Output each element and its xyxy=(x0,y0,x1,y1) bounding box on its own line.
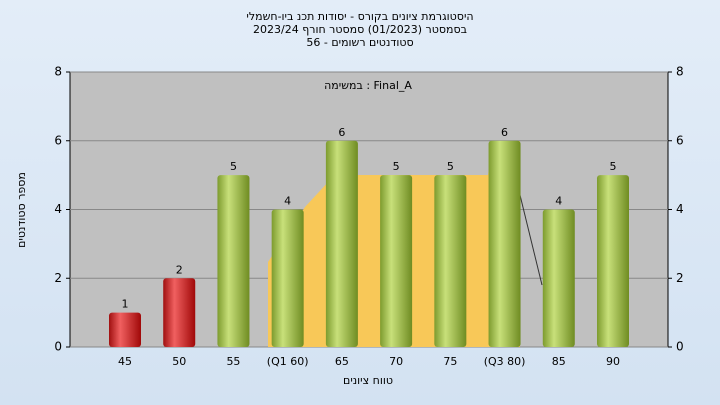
y-tick-label: 2 xyxy=(54,271,62,285)
y2-tick-label: 8 xyxy=(676,65,684,79)
y2-tick-label: 6 xyxy=(676,133,684,147)
title-line: היסטוגרמת ציונים בקורס - יסודות תכנ ביו-… xyxy=(246,10,473,23)
bar xyxy=(109,312,141,347)
value-label: 5 xyxy=(230,160,237,173)
bar xyxy=(325,140,358,347)
value-label: 5 xyxy=(447,160,454,173)
value-label: 2 xyxy=(176,263,183,276)
y2-tick-label: 4 xyxy=(676,202,684,216)
bar xyxy=(597,175,629,347)
bar xyxy=(542,209,575,347)
x-tick-label: (Q3 80) xyxy=(484,355,526,368)
x-tick-label: 75 xyxy=(443,355,457,368)
bar xyxy=(163,278,196,347)
y-tick-label: 8 xyxy=(54,65,62,79)
x-tick-label: 85 xyxy=(552,355,566,368)
value-label: 6 xyxy=(338,126,345,139)
title-line: סטודנטים רשומים - 56 xyxy=(306,36,413,49)
whisker xyxy=(519,194,543,286)
value-label: 5 xyxy=(393,160,400,173)
value-label: 6 xyxy=(501,126,508,139)
bar xyxy=(434,175,467,347)
title-line: בסמסטר (01/2023) סמסטר חורף 2023/24 xyxy=(253,23,467,36)
y-axis-label: מספר סטודנטים xyxy=(15,172,28,248)
x-tick-label: 50 xyxy=(172,355,186,368)
annotation: במשימה : Final_A xyxy=(324,79,412,92)
x-tick-label: 90 xyxy=(606,355,620,368)
bar xyxy=(217,175,250,347)
y2-tick-label: 2 xyxy=(676,271,684,285)
x-tick-label: 45 xyxy=(118,355,132,368)
y2-tick-label: 0 xyxy=(676,340,684,354)
x-tick-label: 70 xyxy=(389,355,403,368)
x-tick-label: 55 xyxy=(226,355,240,368)
value-label: 5 xyxy=(610,160,617,173)
x-axis-label: טווח ציונים xyxy=(343,374,393,387)
value-label: 1 xyxy=(122,298,129,311)
value-label: 4 xyxy=(555,195,562,208)
value-label: 4 xyxy=(284,195,291,208)
x-tick-label: (Q1 60) xyxy=(267,355,309,368)
y-tick-label: 4 xyxy=(54,202,62,216)
bar xyxy=(380,175,413,347)
bar xyxy=(488,140,521,347)
x-tick-label: 65 xyxy=(335,355,349,368)
y-tick-label: 0 xyxy=(54,340,62,354)
y-tick-label: 6 xyxy=(54,133,62,147)
bar xyxy=(271,209,304,347)
